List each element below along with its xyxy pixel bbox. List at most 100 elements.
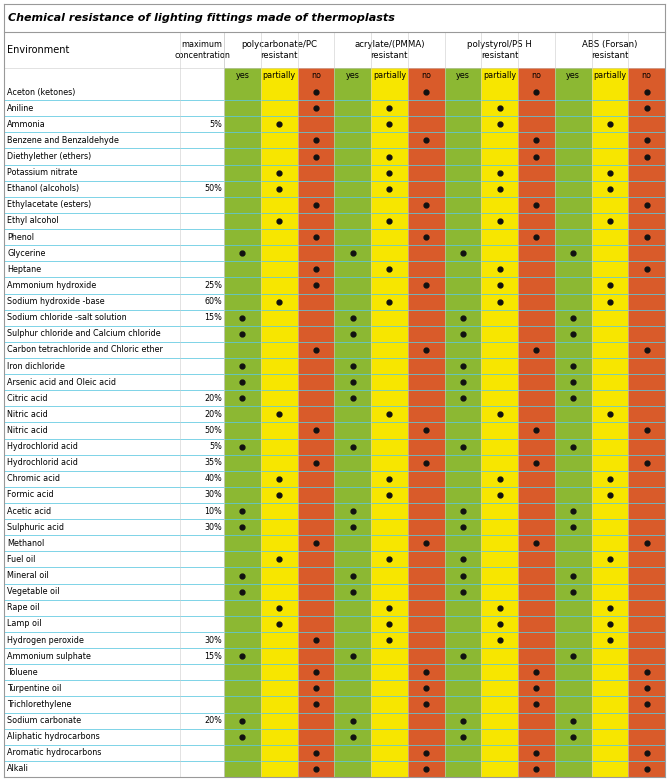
Text: 25%: 25% [204, 281, 222, 290]
Bar [224, 568, 261, 583]
Bar [444, 68, 481, 84]
Bar [555, 245, 591, 262]
Bar [518, 229, 555, 245]
Bar [371, 374, 407, 390]
Bar [261, 68, 298, 84]
Bar [628, 197, 665, 213]
Bar [591, 309, 628, 326]
Bar [444, 568, 481, 583]
Bar [4, 712, 224, 729]
Bar [371, 455, 407, 471]
Bar [407, 551, 444, 568]
Text: 30%: 30% [204, 522, 222, 532]
Text: ABS (Forsan)
resistant: ABS (Forsan) resistant [582, 40, 638, 60]
Bar [298, 294, 334, 309]
Bar [298, 180, 334, 197]
Bar [298, 262, 334, 277]
Bar [628, 165, 665, 180]
Bar [591, 648, 628, 664]
Bar [298, 616, 334, 632]
Bar [555, 487, 591, 503]
Bar [334, 245, 371, 262]
Bar [591, 84, 628, 100]
Bar [224, 519, 261, 535]
Bar [481, 648, 518, 664]
Bar [591, 197, 628, 213]
Bar [444, 664, 481, 680]
Bar [444, 390, 481, 406]
Bar [4, 487, 224, 503]
Bar [261, 180, 298, 197]
Bar [371, 616, 407, 632]
Text: Sulphuric acid: Sulphuric acid [7, 522, 64, 532]
Bar [4, 583, 224, 600]
Bar [518, 262, 555, 277]
Bar [628, 423, 665, 439]
Bar [481, 229, 518, 245]
Bar [628, 600, 665, 616]
Text: 5%: 5% [209, 442, 222, 451]
Bar [298, 583, 334, 600]
Bar [261, 213, 298, 229]
Bar [555, 197, 591, 213]
Bar [628, 390, 665, 406]
Bar [334, 583, 371, 600]
Text: 20%: 20% [204, 410, 222, 419]
Bar [4, 4, 665, 32]
Bar [555, 729, 591, 745]
Bar [261, 84, 298, 100]
Bar [481, 455, 518, 471]
Bar [481, 116, 518, 132]
Bar [261, 761, 298, 777]
Bar [4, 165, 224, 180]
Bar [444, 180, 481, 197]
Bar [481, 132, 518, 148]
Bar [261, 132, 298, 148]
Bar [444, 616, 481, 632]
Bar [591, 245, 628, 262]
Bar [591, 326, 628, 342]
Bar [555, 471, 591, 487]
Text: 30%: 30% [204, 490, 222, 500]
Bar [407, 165, 444, 180]
Text: Trichlorethylene: Trichlorethylene [7, 700, 72, 709]
Bar [481, 262, 518, 277]
Bar [298, 148, 334, 165]
Bar [628, 326, 665, 342]
Text: 15%: 15% [204, 313, 222, 323]
Bar [444, 374, 481, 390]
Text: 35%: 35% [204, 458, 222, 467]
Bar [224, 745, 261, 761]
Bar [628, 100, 665, 116]
Bar [518, 471, 555, 487]
Bar [444, 487, 481, 503]
Bar [4, 551, 224, 568]
Bar [555, 116, 591, 132]
Bar [407, 309, 444, 326]
Bar [555, 535, 591, 551]
Bar [628, 245, 665, 262]
Bar [261, 245, 298, 262]
Bar [518, 551, 555, 568]
Bar [4, 616, 224, 632]
Bar [261, 455, 298, 471]
Bar [555, 712, 591, 729]
Bar [224, 551, 261, 568]
Bar [518, 68, 555, 84]
Bar [481, 519, 518, 535]
Bar [518, 712, 555, 729]
Bar [591, 600, 628, 616]
Text: Iron dichloride: Iron dichloride [7, 362, 65, 370]
Bar [481, 712, 518, 729]
Bar [555, 326, 591, 342]
Bar [555, 664, 591, 680]
Bar [298, 326, 334, 342]
Bar [224, 116, 261, 132]
Bar [444, 100, 481, 116]
Bar [628, 262, 665, 277]
Bar [518, 116, 555, 132]
Bar [4, 197, 224, 213]
Bar [481, 277, 518, 294]
Bar [591, 503, 628, 519]
Bar [591, 262, 628, 277]
